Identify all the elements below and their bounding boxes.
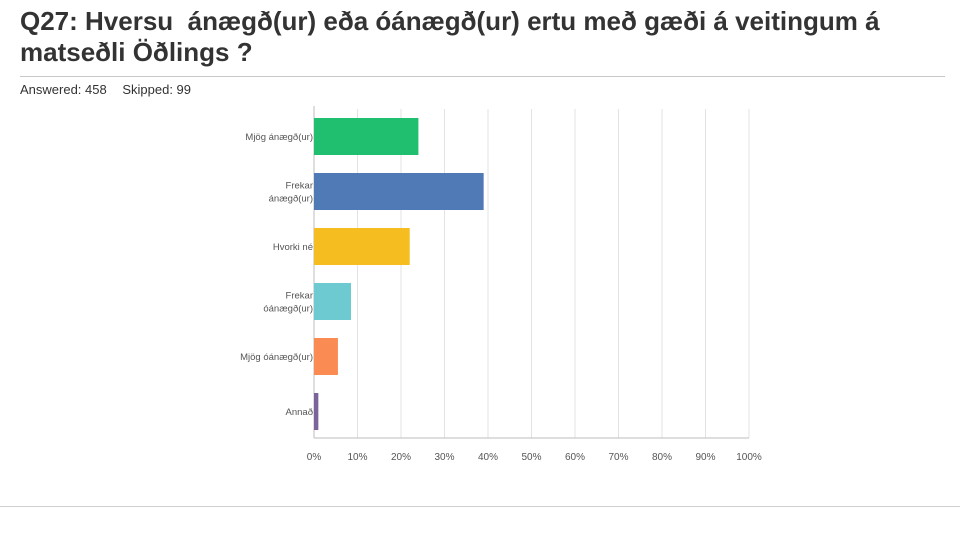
category-label: Hvorki né (273, 242, 313, 253)
bar (314, 118, 419, 155)
category-label: Annað (286, 407, 313, 418)
x-tick-label: 60% (565, 452, 585, 463)
bar (314, 173, 484, 210)
bar (314, 338, 338, 375)
bar (314, 228, 410, 265)
x-tick-label: 90% (695, 452, 715, 463)
x-tick-label: 80% (652, 452, 672, 463)
x-tick-label: 50% (521, 452, 541, 463)
category-label: Mjög ánægð(ur) (245, 132, 313, 143)
x-tick-label: 0% (307, 452, 322, 463)
footer-divider (0, 506, 960, 507)
category-label: Frekar (286, 291, 313, 302)
x-tick-label: 70% (608, 452, 628, 463)
x-tick-label: 100% (736, 452, 762, 463)
category-label: ánægð(ur) (269, 194, 313, 205)
bar (314, 393, 319, 430)
title-divider (20, 76, 945, 77)
skipped-count: Skipped: 99 (122, 82, 192, 97)
x-tick-label: 10% (347, 452, 367, 463)
answered-count: Answered: 458 (20, 82, 107, 97)
question-title: Q27: Hversu ánægð(ur) eða óánægð(ur) ert… (20, 6, 887, 67)
category-label: óánægð(ur) (263, 304, 313, 315)
bar (314, 283, 351, 320)
x-tick-label: 30% (434, 452, 454, 463)
category-label: Mjög óánægð(ur) (240, 352, 313, 363)
x-tick-label: 20% (391, 452, 411, 463)
category-label: Frekar (286, 181, 313, 192)
response-stats: Answered: 458 Skipped: 99 (20, 82, 203, 97)
x-tick-label: 40% (478, 452, 498, 463)
